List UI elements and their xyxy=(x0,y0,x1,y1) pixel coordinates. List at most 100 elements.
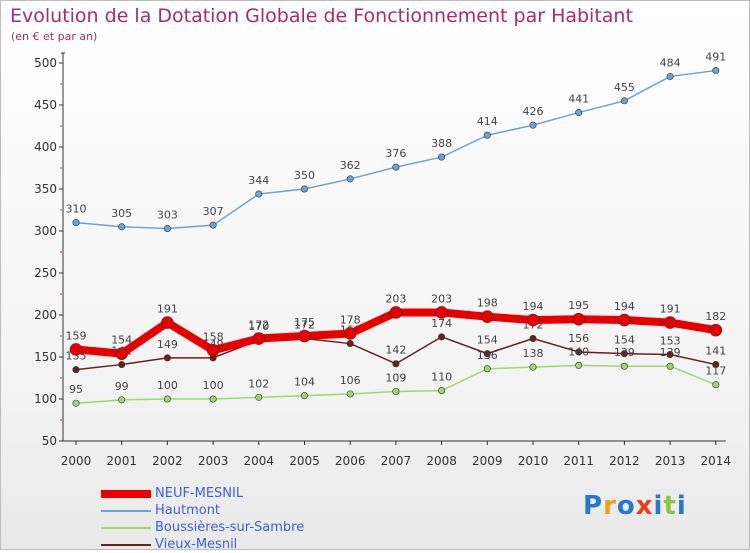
data-point xyxy=(666,350,674,358)
data-label: 136 xyxy=(477,349,498,362)
legend-label: NEUF-MESNIL xyxy=(155,486,244,501)
data-point xyxy=(480,310,494,323)
x-tick-label: 2009 xyxy=(472,454,503,468)
data-label: 362 xyxy=(340,159,361,172)
x-tick-label: 2005 xyxy=(289,454,320,468)
y-tick-label: 200 xyxy=(34,308,57,322)
data-point xyxy=(163,395,171,403)
data-point xyxy=(346,175,354,183)
data-label: 149 xyxy=(157,338,178,351)
x-tick-label: 2002 xyxy=(152,454,183,468)
data-point xyxy=(300,392,308,400)
data-point xyxy=(575,109,583,117)
data-point xyxy=(712,381,720,389)
data-point xyxy=(161,316,174,329)
data-label: 106 xyxy=(340,374,361,387)
x-tick-label: 2014 xyxy=(701,454,732,468)
data-label: 159 xyxy=(66,329,87,342)
legend-swatch xyxy=(101,526,151,529)
data-label: 153 xyxy=(660,334,681,347)
data-point xyxy=(712,361,720,369)
data-label: 172 xyxy=(294,319,315,332)
x-tick-label: 2011 xyxy=(563,454,594,468)
data-label: 182 xyxy=(705,310,726,323)
data-label: 158 xyxy=(203,330,224,343)
series-hautmont: 310 305 303 307 344 350 362 376 388 414 426 441 455 4… xyxy=(66,51,726,232)
data-label: 140 xyxy=(568,345,589,358)
y-tick-label: 100 xyxy=(34,392,57,406)
data-point xyxy=(72,399,80,407)
y-tick-label: 450 xyxy=(34,98,57,112)
proxiti-logo: Proxiti xyxy=(583,491,687,521)
x-tick-label: 2013 xyxy=(655,454,686,468)
y-tick-label: 50 xyxy=(42,434,57,448)
data-point xyxy=(666,362,674,370)
data-point xyxy=(392,387,400,395)
data-point xyxy=(115,347,128,360)
data-label: 139 xyxy=(660,346,681,359)
data-label: 491 xyxy=(705,51,726,64)
data-label: 154 xyxy=(477,334,498,347)
data-label: 170 xyxy=(248,320,269,333)
data-label: 141 xyxy=(705,345,726,358)
data-point xyxy=(206,343,220,357)
data-label: 307 xyxy=(203,205,224,218)
data-point xyxy=(483,350,491,358)
y-tick-label: 300 xyxy=(34,224,57,238)
legend-label: Boussières-sur-Sambre xyxy=(155,520,305,535)
data-point xyxy=(209,221,217,229)
data-point xyxy=(300,185,308,193)
legend-item: Hautmont xyxy=(101,502,304,519)
data-label: 109 xyxy=(385,371,406,384)
data-point xyxy=(118,223,126,231)
data-point xyxy=(209,395,217,403)
data-point xyxy=(483,131,491,139)
data-label: 344 xyxy=(248,174,269,187)
data-label: 99 xyxy=(115,380,129,393)
data-label: 194 xyxy=(614,300,635,313)
y-tick-label: 150 xyxy=(34,350,57,364)
data-label: 310 xyxy=(66,203,87,216)
data-label: 441 xyxy=(568,93,589,106)
data-label: 142 xyxy=(385,344,406,357)
data-point xyxy=(438,333,446,341)
data-label: 426 xyxy=(523,105,544,118)
data-point xyxy=(709,323,723,337)
data-point xyxy=(620,97,628,105)
data-label: 104 xyxy=(294,376,315,389)
legend-item: Vieux-Mesnil xyxy=(101,536,304,553)
legend-swatch xyxy=(101,509,151,512)
data-point xyxy=(438,153,446,161)
x-tick-label: 2006 xyxy=(335,454,366,468)
data-point xyxy=(392,163,400,171)
x-tick-label: 2004 xyxy=(244,454,275,468)
data-point xyxy=(118,396,126,404)
y-tick-label: 250 xyxy=(34,266,57,280)
data-point xyxy=(72,219,80,227)
data-point xyxy=(572,312,586,326)
data-point xyxy=(526,313,540,327)
data-point xyxy=(346,390,354,398)
data-label: 117 xyxy=(705,365,726,378)
data-label: 178 xyxy=(340,313,361,326)
data-point xyxy=(255,190,263,198)
data-point xyxy=(575,361,583,369)
data-label: 139 xyxy=(614,346,635,359)
data-label: 198 xyxy=(477,297,498,310)
data-point xyxy=(529,335,537,343)
legend-label: Vieux-Mesnil xyxy=(155,537,238,552)
x-tick-label: 2003 xyxy=(198,454,229,468)
y-tick-label: 350 xyxy=(34,182,57,196)
data-label: 194 xyxy=(523,300,544,313)
data-label: 138 xyxy=(523,347,544,360)
data-label: 191 xyxy=(660,303,681,316)
data-label: 203 xyxy=(385,292,406,305)
data-point xyxy=(72,366,80,374)
legend-label: Hautmont xyxy=(155,503,221,518)
data-point xyxy=(529,363,537,371)
legend-item: NEUF-MESNIL xyxy=(101,485,304,502)
chart-subtitle: (en € et par an) xyxy=(11,30,98,43)
